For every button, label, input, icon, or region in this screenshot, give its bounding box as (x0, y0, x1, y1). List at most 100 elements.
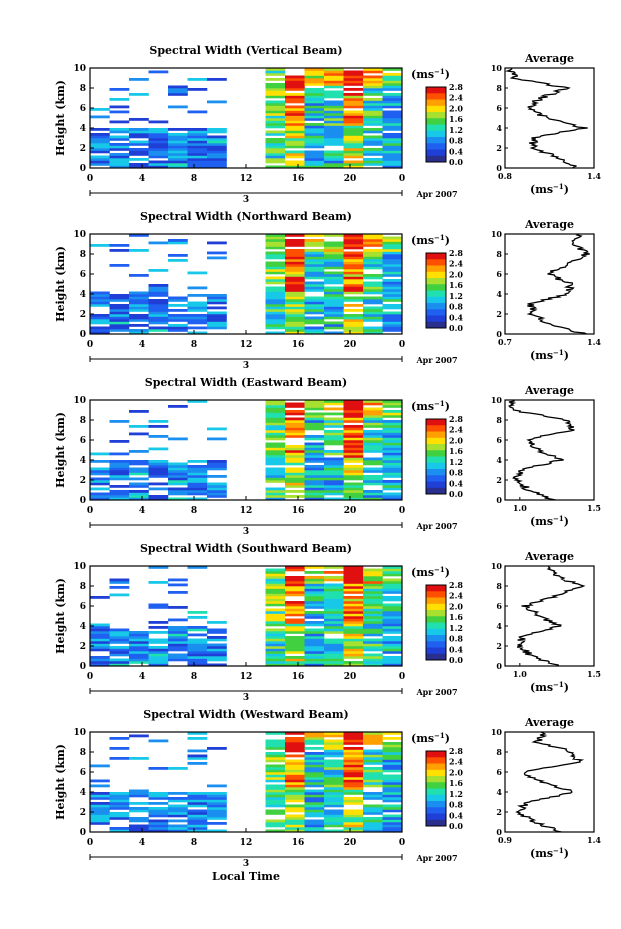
heatmap-cell (363, 331, 383, 335)
colorbar-tick-label: 2.4 (449, 259, 463, 269)
colorbar-tick-label: 2.4 (449, 93, 463, 103)
heatmap-cell (304, 115, 325, 119)
date-day: 3 (243, 361, 249, 371)
heatmap-cell (168, 105, 188, 109)
heatmap-cell (187, 566, 208, 569)
heatmap-cell (285, 769, 305, 773)
x-tick-label: 0 (399, 340, 405, 350)
y-tick-label: 8 (80, 748, 86, 758)
heatmap-cell (168, 299, 188, 302)
heatmap-cell (363, 742, 383, 745)
heatmap-cell (109, 165, 130, 169)
heatmap-cell (324, 616, 344, 619)
date-month-year: Apr 2007 (415, 355, 457, 365)
heatmap-cell (363, 140, 383, 144)
heatmap-cell (343, 239, 364, 242)
heatmap-cell (304, 155, 325, 159)
heatmap-cell (304, 140, 325, 144)
heatmap-cell (265, 767, 286, 770)
heatmap-cell (285, 651, 305, 654)
heatmap-cell (324, 784, 344, 788)
heatmap-cell (343, 73, 364, 76)
heatmap-cell (168, 128, 188, 131)
heatmap-cell (285, 93, 305, 96)
heatmap-cell (324, 623, 344, 627)
heatmap-cell (363, 571, 383, 574)
heatmap-cell (129, 658, 149, 662)
heatmap-cell (207, 128, 227, 131)
heatmap-cells (90, 400, 403, 501)
y-tick-label: 4 (80, 290, 86, 300)
heatmap-cell (207, 306, 227, 310)
heatmap-cell (363, 777, 383, 780)
heatmap-cell (129, 410, 149, 413)
heatmap-cell (324, 749, 344, 753)
heatmap-cell (324, 593, 344, 597)
heatmap-cell (148, 321, 169, 325)
heatmap-cell (168, 480, 188, 483)
heatmap-cell (382, 286, 403, 290)
colorbar-swatch (426, 585, 446, 592)
heatmap-cell (187, 475, 208, 478)
heatmap-cell (343, 281, 364, 285)
heatmap-cell (148, 487, 169, 491)
heatmap-cell (324, 465, 344, 468)
heatmap-cell (382, 261, 403, 265)
y-tick-label: 0 (80, 496, 86, 506)
heatmap-cell (363, 470, 383, 473)
heatmap-cell (129, 319, 149, 322)
colorbar-tick-label: 2.8 (449, 82, 463, 92)
heatmap-cell (148, 802, 169, 805)
heatmap-cell (148, 284, 169, 287)
heatmap-cell (304, 606, 325, 609)
heatmap-cell (363, 407, 383, 411)
colorbar-tick-label: 0.0 (449, 323, 463, 333)
colorbar-frame (425, 252, 447, 329)
heatmap-cell (363, 316, 383, 320)
heatmap-cell (265, 774, 286, 778)
heatmap-cell (168, 583, 188, 587)
heatmap-cell (109, 324, 130, 327)
average-y-tick-label: 2 (496, 143, 502, 153)
heatmap-cell (324, 274, 344, 277)
heatmap-cell (324, 326, 344, 330)
heatmap-cell (304, 623, 325, 627)
heatmap-cell (129, 661, 149, 664)
heatmap-cell (343, 784, 364, 788)
heatmap-cell (265, 822, 286, 825)
heatmap-cell (148, 812, 169, 815)
heatmap-cell (148, 631, 169, 634)
heatmap-cell (324, 85, 344, 89)
heatmap-cell (343, 789, 364, 793)
heatmap-cell (207, 799, 227, 803)
heatmap-cell (343, 138, 364, 141)
heatmap-cell (187, 470, 208, 473)
heatmap-cell (285, 744, 305, 748)
heatmap-cell (304, 480, 325, 483)
heatmap-cell (129, 467, 149, 471)
heatmap-cell (148, 822, 169, 825)
heatmap-cell (363, 457, 383, 461)
heatmap-cell (129, 643, 149, 647)
heatmap-cell (265, 289, 286, 292)
heatmap-cell (187, 737, 208, 740)
heatmap-cell (382, 165, 403, 169)
heatmap-cell (265, 467, 286, 471)
heatmap-cell (304, 274, 325, 277)
heatmap-cell (343, 271, 364, 275)
heatmap-cell (109, 814, 130, 818)
heatmap-cell (324, 658, 344, 662)
heatmap-cell (168, 467, 188, 471)
heatmap-cells (90, 732, 403, 833)
y-tick-label: 4 (80, 622, 86, 632)
heatmap-cell (148, 133, 169, 136)
heatmap-cell (363, 120, 383, 124)
heatmap-cell (285, 264, 305, 267)
heatmap-cell (109, 452, 130, 456)
heatmap-cell (304, 90, 325, 94)
heatmap-cell (343, 467, 364, 471)
heatmap-cell (265, 78, 286, 81)
heatmap-cell (304, 309, 325, 312)
heatmap-cell (285, 271, 305, 275)
